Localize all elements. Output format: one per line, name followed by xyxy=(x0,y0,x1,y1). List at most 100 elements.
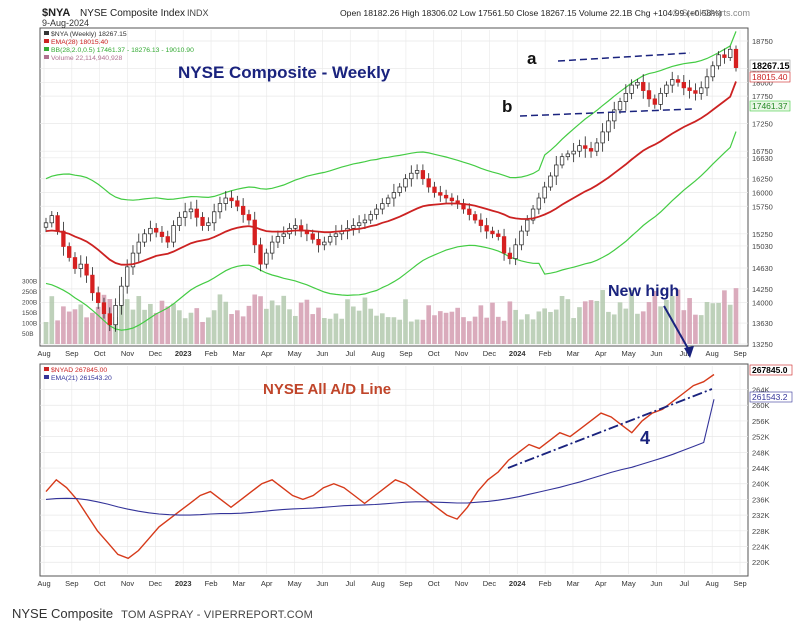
volume-bar xyxy=(530,319,536,344)
candle-body xyxy=(612,109,617,122)
x-tick-label: Oct xyxy=(94,349,107,358)
ad-panel xyxy=(39,363,749,577)
volume-bar xyxy=(722,290,727,344)
x-tick-label: Aug xyxy=(37,579,50,588)
volume-bar xyxy=(101,294,107,344)
price-x-axis: Aug Sep Oct Nov Dec 2023 Feb Mar Apr May Jun Jul Aug… xyxy=(37,349,746,358)
volume-bar xyxy=(710,303,716,344)
candle-body xyxy=(397,186,402,193)
x-tick-label: Dec xyxy=(149,579,163,588)
candle-body xyxy=(374,208,379,215)
volume-bar xyxy=(345,299,350,344)
volume-tick-label: 50B xyxy=(22,331,34,338)
candle-body xyxy=(600,131,605,144)
candle-body xyxy=(675,79,681,83)
x-tick-label: Dec xyxy=(483,579,497,588)
candle-body xyxy=(194,208,199,218)
volume-bar xyxy=(327,318,333,344)
bollinger-bands xyxy=(45,31,737,331)
volume-bar xyxy=(124,299,130,344)
volume-bar xyxy=(629,289,634,344)
candle-body xyxy=(571,150,576,155)
volume-bar xyxy=(646,302,652,344)
candle-body xyxy=(530,208,536,221)
y-tick-label: 260K xyxy=(752,401,770,410)
header-ohlc: Open 18182.26 High 18306.02 Low 17561.50… xyxy=(340,8,722,18)
bb-value-tag: 17461.37 xyxy=(752,101,788,111)
volume-bar xyxy=(310,314,316,344)
volume-tick-label: 200B xyxy=(22,300,37,307)
y-tick-label: 15250 xyxy=(752,230,773,239)
volume-bar xyxy=(229,314,234,344)
volume-bar xyxy=(339,318,345,344)
volume-bar xyxy=(43,322,49,344)
candle-body xyxy=(380,203,385,210)
volume-bar xyxy=(240,316,246,344)
candle-body xyxy=(635,81,640,86)
volume-bar xyxy=(391,317,397,344)
ad-line xyxy=(45,373,715,560)
x-tick-label: Feb xyxy=(539,349,552,358)
volume-bar xyxy=(519,319,524,344)
volume-bar xyxy=(385,317,391,344)
volume-bar xyxy=(246,305,252,344)
y-tick-label: 248K xyxy=(752,448,770,457)
x-tick-label: Jul xyxy=(345,579,355,588)
legend-swatch xyxy=(44,55,49,59)
volume-bar xyxy=(171,303,176,344)
ema28-line xyxy=(45,81,737,266)
y-tick-label: 14630 xyxy=(752,264,773,273)
x-tick-label: Aug xyxy=(705,349,718,358)
candle-body xyxy=(617,101,623,111)
volume-bar xyxy=(681,310,687,344)
candle-body xyxy=(188,208,194,213)
volume-bar xyxy=(501,320,507,344)
volume-bar xyxy=(606,311,611,344)
volume-bar xyxy=(588,300,594,344)
candle-body xyxy=(67,246,72,258)
candle-body xyxy=(391,192,397,199)
candle-body xyxy=(409,172,414,180)
watermark: © StockCharts.com xyxy=(672,8,750,18)
volume-bar xyxy=(304,299,310,344)
volume-bar xyxy=(542,308,547,344)
candle-body xyxy=(525,219,530,232)
header-exchange: INDX xyxy=(187,8,209,18)
x-tick-label: Dec xyxy=(149,349,163,358)
x-tick-label: Mar xyxy=(566,349,579,358)
candle-body xyxy=(246,214,252,221)
volume-bar xyxy=(675,289,681,344)
ad-value-tag: 267845.0 xyxy=(752,365,788,375)
y-tick-label: 16750 xyxy=(752,147,773,156)
x-tick-label: Apr xyxy=(595,579,607,588)
candle-body xyxy=(72,257,78,269)
x-tick-label: Aug xyxy=(37,349,50,358)
volume-bar xyxy=(350,306,356,344)
candle-body xyxy=(716,54,721,67)
y-tick-label: 16250 xyxy=(752,175,773,184)
volume-bar xyxy=(142,309,147,344)
legend-entry: BB(28,2.0,0.5) 17461.37 - 18276.13 - 190… xyxy=(51,47,194,54)
volume-bar xyxy=(200,321,205,344)
candle-body xyxy=(623,93,628,102)
volume-bar xyxy=(84,317,89,344)
candle-body xyxy=(641,81,646,91)
candle-body xyxy=(368,214,373,221)
y-tick-label: 17250 xyxy=(752,120,773,129)
x-tick-label: Jun xyxy=(650,349,662,358)
new-high-arrow xyxy=(663,305,691,353)
x-tick-label: Jun xyxy=(650,579,662,588)
volume-bar xyxy=(165,306,171,344)
candle-body xyxy=(154,227,159,233)
volume-bar xyxy=(148,303,153,344)
candle-body xyxy=(177,216,182,226)
y-tick-label: 18000 xyxy=(752,78,773,87)
candle-body xyxy=(420,170,426,180)
volume-bar xyxy=(727,304,733,344)
candle-body xyxy=(217,203,223,213)
volume-bar xyxy=(408,321,414,344)
x-tick-label: Sep xyxy=(65,349,78,358)
volume-bar xyxy=(130,309,136,344)
legend-entry: $NYA (Weekly) 18267.15 xyxy=(51,31,127,38)
